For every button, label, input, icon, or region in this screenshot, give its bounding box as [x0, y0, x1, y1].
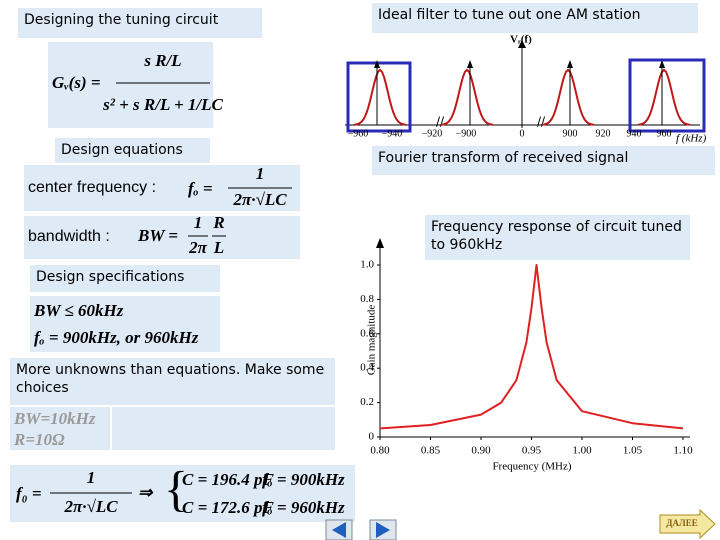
spectrum-tick-label: 0 — [520, 128, 525, 139]
spectrum-tick-label: −960 — [348, 128, 369, 139]
y-tick-label: 0.6 — [360, 327, 374, 339]
spectrum-tick-label: 940 — [627, 128, 642, 139]
x-axis-label: Frequency (MHz) — [492, 461, 571, 473]
x-tick-label: 0.90 — [471, 445, 491, 457]
heading: Ideal filter to tune out one AM station — [372, 3, 698, 33]
next-label[interactable]: ДАЛЕЕ — [666, 518, 697, 528]
choice: BW=10kHz — [13, 409, 96, 428]
spec: fₒ = 900kHz, or 960kHz — [34, 328, 199, 347]
eq-lhs: f₀ = — [16, 484, 42, 503]
spectrum-tick-label: 920 — [596, 128, 611, 139]
brace: { — [164, 460, 188, 516]
eq-den: L — [213, 238, 224, 257]
axis-break: // — [436, 115, 445, 129]
chart-title: Frequency response of circuit tuned to 9… — [425, 215, 690, 260]
choice: R=10Ω — [13, 430, 65, 449]
eq-num: 1 — [256, 164, 265, 183]
eq-label: bandwidth : — [28, 228, 110, 245]
heading: Designing the tuning circuit — [18, 8, 262, 38]
eq-lhs: Gᵥ(s) = — [52, 73, 101, 92]
next-button[interactable]: ДАЛЕЕ — [659, 508, 716, 540]
ideal-filter — [628, 58, 706, 133]
spectrum-tick-label: −940 — [382, 128, 403, 139]
eq-num: 1 — [194, 213, 203, 232]
solution-cell: C = 196.4 pF — [182, 470, 275, 489]
axis-break: // — [537, 115, 546, 129]
ideal-filter — [346, 61, 412, 133]
y-tick-label: 1.0 — [360, 259, 374, 271]
y-tick-label: 0.2 — [360, 396, 374, 408]
eq-label: center frequency : — [28, 179, 156, 196]
eq-lhs: BW = — [137, 226, 178, 245]
spectrum-xlabel: f (kHz) — [676, 133, 707, 145]
x-tick-label: 1.00 — [572, 445, 592, 457]
heading: Design specifications — [30, 265, 220, 292]
carrier-arrowhead — [467, 60, 473, 68]
heading: More unknowns than equations. Make some … — [10, 358, 335, 405]
spectrum-tick-label: −900 — [456, 128, 477, 139]
spectrum-bell — [353, 68, 407, 126]
eq-box — [10, 407, 110, 450]
eq-num: s R/L — [143, 51, 181, 70]
eq-lhs: fₒ = — [188, 179, 213, 198]
spectrum-tick-label: 960 — [657, 128, 672, 139]
x-tick-label: 1.05 — [623, 445, 643, 457]
frequency-response-chart: 0 0.2 0.4 0.6 0.8 1.0 0.80 0.85 0.90 0.95 1.00 1.05… — [360, 238, 693, 457]
spectrum-tick-label: −920 — [422, 128, 443, 139]
y-tick-label: 0.8 — [360, 293, 374, 305]
eq-den: s² + s R/L + 1/LC — [102, 95, 223, 114]
carrier-arrowhead — [659, 60, 665, 68]
eq-den: 2π — [188, 238, 208, 257]
spectrum-bell — [541, 68, 595, 126]
y-tick-label: 0.4 — [360, 362, 374, 374]
next-arrow-button[interactable] — [369, 519, 397, 540]
heading: Fourier transform of received signal — [372, 146, 715, 175]
x-tick-label: 0.80 — [370, 445, 390, 457]
heading: Design equations — [55, 138, 210, 163]
eq-den: 2π·√LC — [63, 497, 118, 516]
spectrum-bell — [440, 68, 494, 126]
prev-button[interactable] — [325, 519, 353, 540]
spec: BW ≤ 60kHz — [33, 301, 124, 320]
carrier-arrowhead — [374, 60, 380, 68]
spectrum-ylabel: Vᵣ(f) — [510, 34, 532, 46]
eq-den: 2π·√LC — [232, 190, 287, 209]
eq-num: R — [212, 213, 224, 232]
eq-box — [112, 407, 335, 450]
eq-box — [24, 216, 300, 259]
x-tick-label: 0.95 — [522, 445, 542, 457]
carrier-arrowhead — [567, 60, 573, 68]
spectrum-tick-label: 900 — [563, 128, 578, 139]
response-line — [379, 264, 684, 430]
axis-arrow — [518, 40, 526, 48]
axis-arrow — [376, 238, 384, 248]
solution-cell: fₒ = 960kHz — [262, 498, 345, 517]
solution-cell: C = 172.6 pF — [182, 498, 275, 517]
x-tick-label: 1.10 — [673, 445, 693, 457]
eq-num: 1 — [87, 468, 96, 487]
spectrum-diagram: // // — [345, 40, 706, 133]
spectrum-bell — [637, 68, 691, 126]
solution-cell: fₒ = 900kHz — [262, 470, 345, 489]
x-tick-label: 0.85 — [421, 445, 441, 457]
implies: ⇒ — [138, 483, 154, 502]
y-tick-label: 0 — [369, 431, 375, 443]
eq-box — [48, 42, 213, 128]
y-axis-label: Gain magnitude — [366, 305, 378, 376]
eq-box — [30, 296, 220, 352]
